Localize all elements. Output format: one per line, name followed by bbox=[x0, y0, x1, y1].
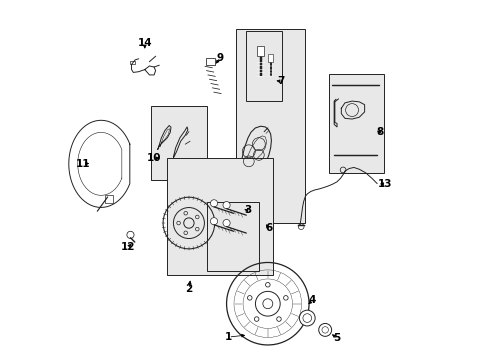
Bar bbox=[267, 54, 273, 62]
Bar bbox=[257, 45, 264, 56]
Bar bbox=[151, 107, 206, 180]
Circle shape bbox=[223, 220, 230, 226]
Text: 14: 14 bbox=[137, 38, 152, 48]
Text: 8: 8 bbox=[376, 127, 383, 136]
Text: 11: 11 bbox=[76, 159, 90, 169]
Circle shape bbox=[299, 310, 314, 326]
Bar bbox=[167, 158, 273, 275]
Text: 7: 7 bbox=[277, 76, 284, 86]
Text: 5: 5 bbox=[333, 333, 340, 343]
Text: 1: 1 bbox=[224, 332, 231, 342]
Text: 2: 2 bbox=[185, 284, 192, 294]
Circle shape bbox=[210, 200, 217, 207]
Text: 4: 4 bbox=[308, 295, 316, 305]
Bar bbox=[328, 74, 384, 173]
Text: 10: 10 bbox=[146, 153, 161, 163]
Circle shape bbox=[223, 202, 230, 209]
Circle shape bbox=[318, 323, 331, 336]
Text: 13: 13 bbox=[377, 179, 391, 189]
Text: 12: 12 bbox=[121, 242, 135, 252]
Bar bbox=[206, 202, 258, 271]
Circle shape bbox=[210, 218, 217, 225]
Text: 9: 9 bbox=[216, 53, 223, 63]
Bar bbox=[130, 60, 135, 64]
Bar bbox=[206, 58, 214, 65]
Text: 3: 3 bbox=[244, 206, 251, 216]
Text: 6: 6 bbox=[264, 224, 272, 233]
Bar bbox=[104, 195, 112, 203]
Circle shape bbox=[126, 231, 134, 238]
Bar bbox=[246, 31, 282, 101]
Bar bbox=[235, 30, 305, 223]
